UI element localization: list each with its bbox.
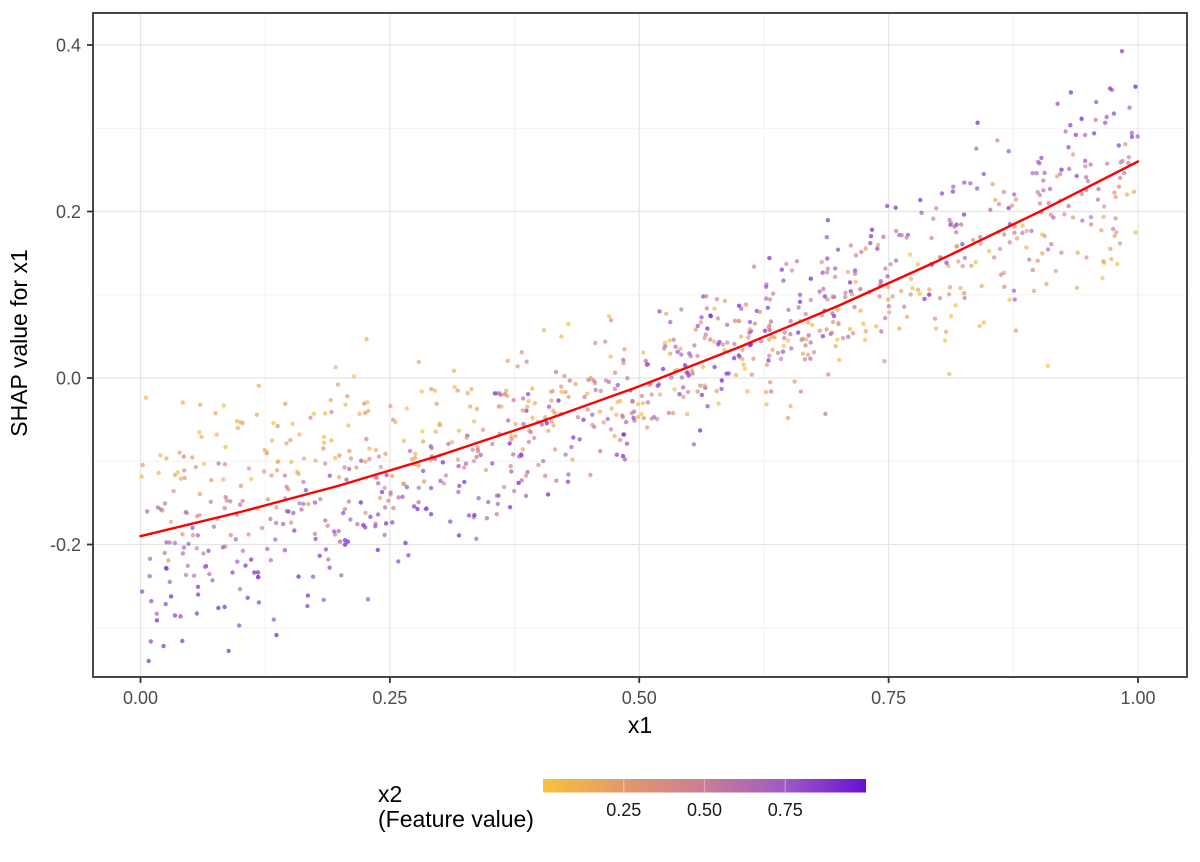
- svg-text:0.50: 0.50: [687, 800, 722, 820]
- svg-text:1.00: 1.00: [1120, 688, 1155, 708]
- svg-text:-0.2: -0.2: [50, 535, 81, 555]
- legend-title-line1: x2: [378, 781, 402, 807]
- svg-text:0.2: 0.2: [56, 202, 81, 222]
- legend-title-line2: (Feature value): [378, 806, 534, 832]
- legend-colorbar-labels: 0.25 0.50 0.75: [606, 800, 803, 820]
- svg-text:0.75: 0.75: [768, 800, 803, 820]
- svg-text:0.25: 0.25: [606, 800, 641, 820]
- svg-text:0.25: 0.25: [372, 688, 407, 708]
- x-axis-title: x1: [628, 712, 652, 738]
- y-axis-title: SHAP value for x1: [6, 249, 32, 437]
- gridlines-minor: [93, 13, 1187, 677]
- gridlines-major: [93, 13, 1187, 677]
- scatter-points: [139, 49, 1140, 664]
- svg-text:0.50: 0.50: [622, 688, 657, 708]
- smooth-trend-line: [139, 160, 1140, 538]
- legend-colorbar-ticks: [623, 779, 786, 793]
- x-axis-tick-labels: 0.00 0.25 0.50 0.75 1.00: [123, 688, 1156, 708]
- svg-text:0.0: 0.0: [56, 369, 81, 389]
- legend: x2 (Feature value) 0.25 0.50 0.75: [378, 779, 866, 832]
- svg-text:0.75: 0.75: [871, 688, 906, 708]
- y-axis-tick-labels: -0.2 0.0 0.2 0.4: [50, 36, 81, 556]
- axis-tick-marks: [87, 44, 1139, 683]
- plot-panel: [93, 13, 1187, 677]
- legend-colorbar: [543, 779, 866, 793]
- svg-text:0.4: 0.4: [56, 36, 81, 56]
- svg-text:0.00: 0.00: [123, 688, 158, 708]
